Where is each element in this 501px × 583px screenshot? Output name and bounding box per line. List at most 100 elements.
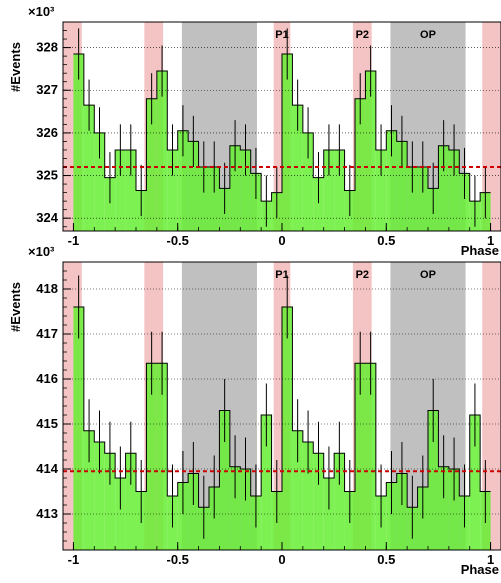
y-tick-label: 328 <box>36 40 58 55</box>
histogram-bar <box>323 149 335 231</box>
y-tick-label: 413 <box>36 506 58 521</box>
histogram-bar <box>334 453 345 550</box>
histogram-bar <box>167 149 178 231</box>
histogram-bar <box>240 469 251 550</box>
histogram-bar <box>448 469 460 550</box>
chart-panel-2: 413 414 415 416 417 418 -1 -0.5 0 0.5 1 P1 P2 OP ×10³ #… <box>8 244 501 577</box>
histogram-bar <box>365 71 376 231</box>
x-tick-label: -0.5 <box>167 552 189 567</box>
histogram-bar <box>417 167 428 231</box>
region-label-p1: P1 <box>275 269 288 281</box>
plot-area <box>63 22 501 231</box>
x-tick-label: 0.5 <box>377 233 395 248</box>
histogram-bar <box>73 53 84 231</box>
histogram-bar <box>125 453 136 550</box>
x-tick-label: -1 <box>68 552 80 567</box>
histogram-bar <box>229 466 241 550</box>
histogram-bar <box>104 453 116 550</box>
histogram-bar <box>469 415 481 550</box>
y-tick-label: 326 <box>36 125 58 140</box>
histogram-bar <box>146 98 157 231</box>
y-tick-label: 414 <box>36 461 58 476</box>
histogram-bar <box>375 149 387 231</box>
histogram-bar <box>428 410 439 550</box>
x-axis-title: Phase <box>461 243 499 258</box>
histogram-bar <box>396 141 408 231</box>
histogram-bar <box>146 363 157 550</box>
x-tick-label: 0 <box>278 552 285 567</box>
region-label-p1: P1 <box>275 29 288 41</box>
histogram-bar <box>229 145 241 231</box>
x-tick-label: 1 <box>487 552 494 567</box>
histogram-bar <box>282 307 293 550</box>
y-tick-label: 324 <box>36 210 58 225</box>
histogram-bar <box>292 430 303 550</box>
x-tick-label: -0.5 <box>167 233 189 248</box>
histogram-bar <box>188 473 199 550</box>
histogram-bar <box>313 177 324 231</box>
histogram-bar <box>240 149 251 231</box>
histogram-bar <box>282 53 293 231</box>
histogram-bar <box>83 430 95 550</box>
region-label-p2: P2 <box>356 269 369 281</box>
region-label-p2: P2 <box>356 29 369 41</box>
histogram-outline <box>73 306 491 508</box>
histogram-bar <box>365 363 376 550</box>
histogram-bar <box>334 149 345 231</box>
phase-region-6 <box>482 22 501 231</box>
histogram-bar <box>94 442 105 550</box>
histogram-bar <box>448 149 460 231</box>
histogram-bar <box>313 453 324 550</box>
histogram-bar <box>94 132 105 231</box>
histogram-bar <box>386 130 397 231</box>
y-tick-label: 415 <box>36 416 58 431</box>
histogram-bar <box>396 473 408 550</box>
plot-area <box>63 262 501 550</box>
y-tick-label: 325 <box>36 168 58 183</box>
y-axis-title: #Events <box>8 282 23 332</box>
x-tick-label: 1 <box>487 233 494 248</box>
histogram-bar <box>292 105 303 231</box>
chart-panel-1: 324 325 326 327 328 -1 -0.5 0 0.5 1 P1 P2 OP ×10³ #Eve… <box>8 4 501 258</box>
histogram-bar <box>438 145 449 231</box>
histogram-bar <box>355 98 366 231</box>
x-tick-label: 0 <box>278 233 285 248</box>
histogram-bar <box>302 442 314 550</box>
histogram-bar <box>198 167 209 231</box>
histogram-bar <box>83 105 95 231</box>
y-tick-label: 416 <box>36 371 58 386</box>
x-tick-label: -1 <box>68 233 80 248</box>
x-axis-title: Phase <box>461 562 499 577</box>
histogram-bar <box>302 132 314 231</box>
y-exponent-label: ×10³ <box>28 244 55 259</box>
histogram-bar <box>156 363 168 550</box>
y-tick-label: 327 <box>36 82 58 97</box>
y-axis-title: #Events <box>8 42 23 92</box>
region-label-op: OP <box>420 29 436 41</box>
histogram-bar <box>386 482 397 550</box>
y-tick-label: 417 <box>36 326 58 341</box>
histogram-bar <box>115 149 126 231</box>
region-label-op: OP <box>420 269 436 281</box>
histogram-bar <box>156 71 168 231</box>
histogram-bar <box>355 363 366 550</box>
histogram-bar <box>407 167 418 231</box>
histogram-bar <box>219 410 230 550</box>
histogram-bar <box>73 307 84 550</box>
histogram-bar <box>177 482 189 550</box>
histogram-bar <box>438 466 449 550</box>
histogram-bar <box>125 149 136 231</box>
histogram-bar <box>188 141 199 231</box>
histogram-bar <box>250 173 262 231</box>
histogram-bar <box>104 177 116 231</box>
histogram-bar <box>177 130 189 231</box>
y-exponent-label: ×10³ <box>28 4 55 19</box>
y-tick-label: 418 <box>36 281 58 296</box>
histogram-bar <box>459 173 470 231</box>
x-tick-label: 0.5 <box>377 552 395 567</box>
histogram-bar <box>209 167 220 231</box>
histogram-bar <box>323 478 335 550</box>
histogram-bar <box>261 415 272 550</box>
